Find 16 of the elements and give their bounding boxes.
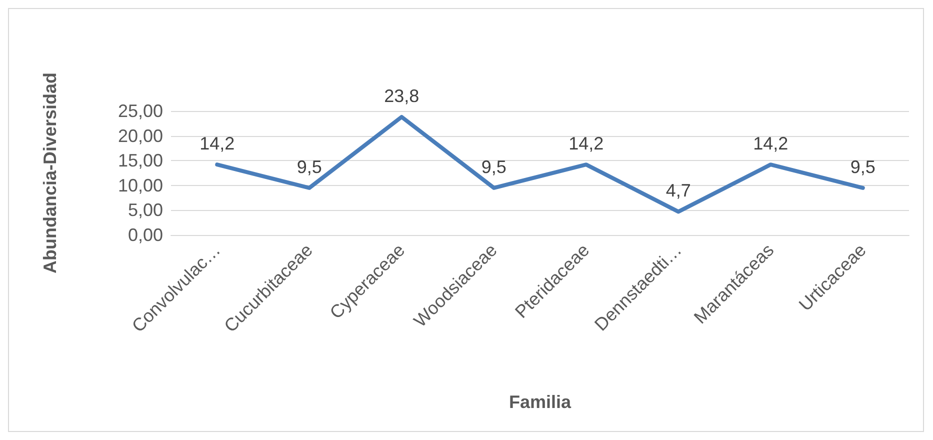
x-axis-title: Familia [508,392,572,412]
data-label: 9,5 [850,156,876,177]
data-label: 4,7 [666,180,691,201]
y-axis-title: Abundancia-Diversidad [40,72,60,274]
data-label: 14,2 [200,134,235,154]
y-tick-label: 5,00 [128,200,163,220]
data-label: 9,5 [296,156,322,177]
y-tick-label: 10,00 [118,175,163,196]
y-tick-label: 0,00 [128,225,163,245]
data-label: 14,2 [568,134,604,154]
y-tick-label: 20,00 [118,126,163,146]
y-tick-label: 15,00 [118,150,163,171]
data-label: 14,2 [753,134,788,154]
data-label: 23,8 [384,86,420,106]
y-tick-label: 25,00 [118,101,163,121]
data-label: 9,5 [481,156,506,177]
